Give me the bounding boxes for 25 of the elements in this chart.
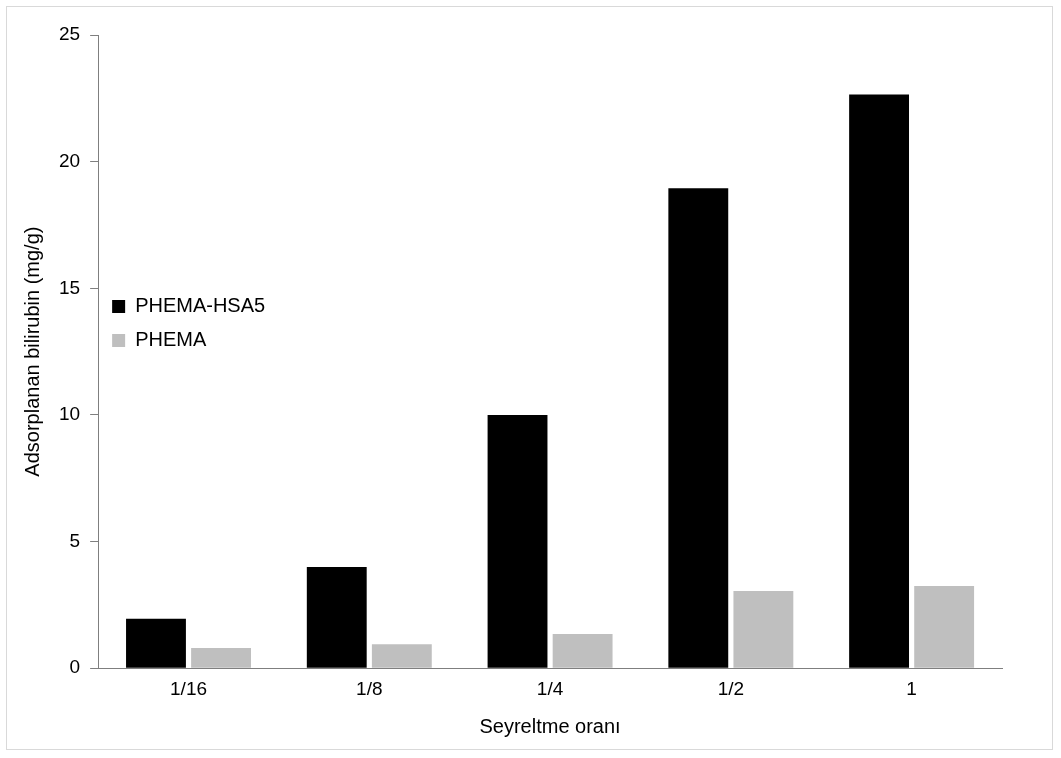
- legend-label: PHEMA: [135, 328, 207, 351]
- bar: [733, 590, 794, 668]
- bar: [668, 188, 729, 668]
- bar: [371, 644, 432, 668]
- x-tick-label: 1: [906, 677, 917, 699]
- legend-label: PHEMA-HSA5: [135, 294, 266, 317]
- y-tick-label: 10: [58, 403, 81, 425]
- x-axis-title: Seyreltme oranı: [479, 714, 621, 737]
- x-tick-label: 1/4: [536, 677, 564, 699]
- x-tick-label: 1/8: [356, 677, 383, 699]
- bar: [914, 585, 975, 668]
- bar: [487, 414, 548, 668]
- bar: [552, 634, 613, 668]
- x-tick-label: 1/2: [717, 677, 745, 699]
- bar: [191, 647, 251, 668]
- bar: [126, 618, 186, 668]
- y-tick-label: 20: [58, 149, 81, 171]
- y-tick-label: 25: [58, 23, 81, 45]
- y-axis-title: Adsorplanan bilirubin (mg/g): [20, 226, 43, 477]
- y-tick-label: 0: [69, 656, 81, 678]
- y-tick-label: 15: [58, 276, 81, 298]
- bar: [306, 566, 367, 668]
- bar: [849, 94, 910, 668]
- x-tick-label: 1/16: [170, 677, 208, 699]
- y-tick-label: 5: [69, 529, 81, 551]
